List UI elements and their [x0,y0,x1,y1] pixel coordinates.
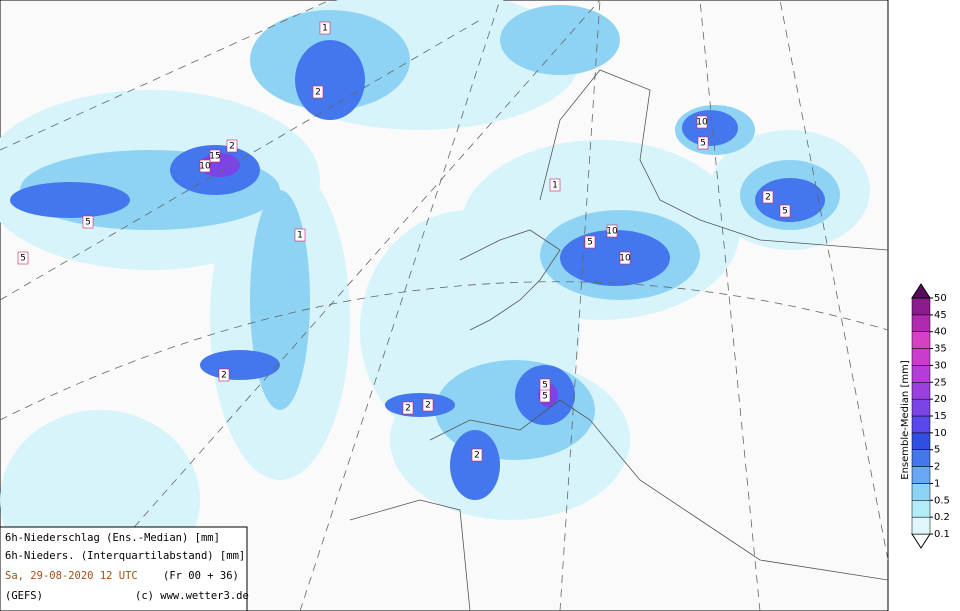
colorbar-label: 25 [934,377,947,388]
colorbar-box [911,297,931,316]
colorbar-label: 20 [934,394,947,405]
colorbar-label: 2 [934,462,940,473]
contour-label: 5 [20,254,26,264]
colorbar-box [911,432,931,450]
colorbar-label: 35 [934,344,947,355]
contour-label: 10 [199,162,211,172]
colorbar-box [911,516,931,535]
colorbar-label: 45 [934,310,947,321]
contour-label: 1 [322,24,328,34]
contour-label-bg [17,251,29,265]
contour-label: 2 [425,401,431,411]
contour-label-bg [539,389,551,403]
colorbar-box [911,331,931,349]
contour-label: 2 [229,142,235,152]
colorbar-over [911,283,931,299]
colorbar-box [911,415,931,434]
colorbar-title: Ensemble-Median [mm] [900,360,911,480]
contour-label-bg [402,401,414,415]
colorbar-label: 0.2 [934,512,950,523]
contour-label-bg [619,251,631,265]
colorbar-box [911,483,931,501]
contour-label: 10 [619,254,631,264]
contour-label-bg [422,398,434,412]
colorbar-label: 0.5 [934,495,950,506]
contour-label-bg [294,228,306,242]
contour-label: 1 [297,231,303,241]
contour-label-bg [779,204,791,218]
contour-label-bg [697,136,709,150]
contour-label: 10 [696,118,708,128]
info-date: Sa, 29-08-2020 12 UTC [5,570,138,582]
contour-label: 5 [587,238,593,248]
info-box: 6h-Niederschlag (Ens.-Median) [mm] 6h-Ni… [0,526,249,611]
colorbar-label: 0.1 [934,529,950,540]
colorbar-box [911,382,931,400]
contour-label-bg [82,215,94,229]
contour-label: 5 [542,392,548,402]
colorbar-label: 50 [934,293,947,304]
contour-label-bg [584,235,596,249]
colorbar-box [911,466,931,484]
contour-label: 5 [782,207,788,217]
contour-label-bg [696,115,708,129]
colorbar-label: 1 [934,478,940,489]
info-line: 6h-Niederschlag (Ens.-Median) [mm] [5,532,220,544]
colorbar-label: 15 [934,411,947,422]
contour-label: 2 [474,451,480,461]
contour-label-bg [209,149,221,163]
contour-label-bg [762,190,774,204]
colorbar-box [911,449,931,467]
colorbar-box [911,398,931,417]
colorbar-box [911,365,931,383]
contour-label: 5 [542,381,548,391]
colorbar-label: 5 [934,445,940,456]
contour-label-bg [549,178,561,192]
contour-label-bg [226,139,238,153]
info-frame [0,526,248,611]
contour-label-bg [312,85,324,99]
colorbar-label: 10 [934,428,947,439]
info-model: (GEFS) [5,590,43,602]
colorbar-under [911,533,931,549]
contour-label: 10 [606,227,618,237]
contour-label: 5 [85,218,91,228]
colorbar-box [911,500,931,518]
contour-label: 2 [765,193,771,203]
contour-label-bg [319,21,331,35]
contour-label-bg [218,368,230,382]
colorbar-label: 30 [934,360,947,371]
contour-label: 5 [700,139,706,149]
coastlines [349,69,889,611]
contour-label: 15 [209,152,220,162]
colorbar-label: 40 [934,327,947,338]
graticule [0,0,889,611]
contour-label-bg [471,448,483,462]
info-line: 6h-Nieders. (Interquartilabstand) [mm] [5,550,245,562]
contour-label: 2 [405,404,411,414]
contour-label: 2 [315,88,321,98]
colorbar-box [911,348,931,366]
contour-label-bg [199,159,211,173]
info-copyright: (c) www.wetter3.de [135,590,249,602]
contour-label: 1 [552,181,558,191]
contour-label-bg [606,224,618,238]
contour-label: 2 [221,371,227,381]
colorbar-box [911,314,931,332]
info-run: (Fr 00 + 36) [163,570,239,582]
